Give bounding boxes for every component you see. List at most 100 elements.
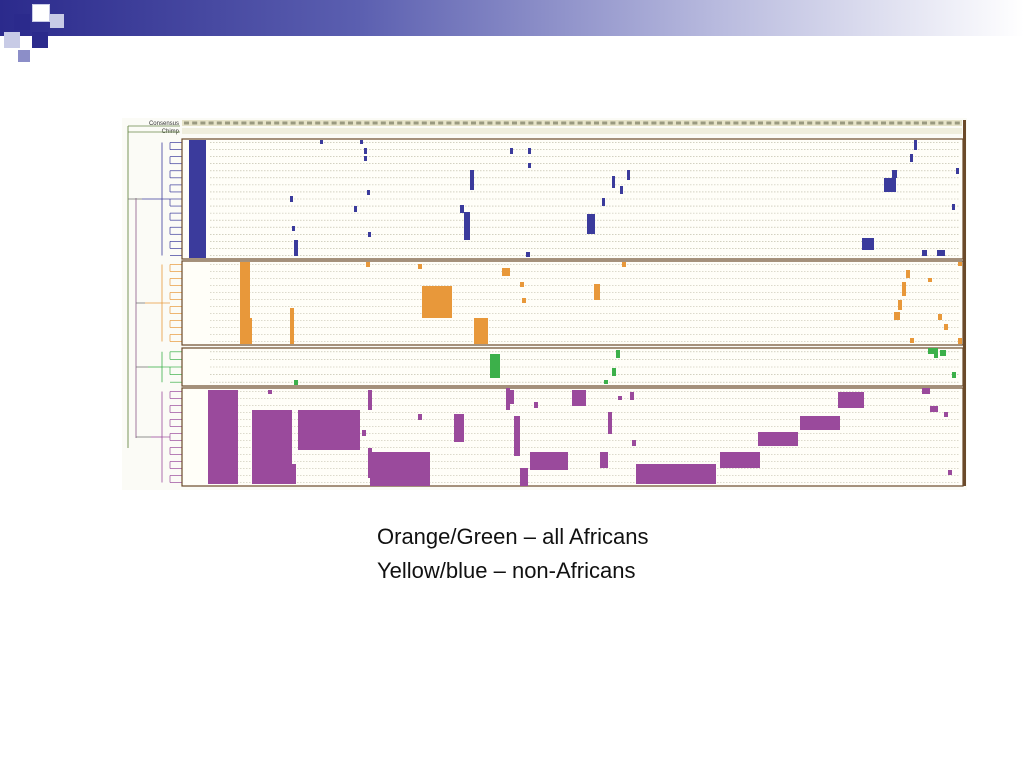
consensus-base-mark xyxy=(602,121,608,125)
variant-cell xyxy=(294,380,298,385)
consensus-base-mark xyxy=(495,121,501,125)
consensus-base-mark xyxy=(397,121,403,125)
variant-cell xyxy=(898,300,902,310)
consensus-base-mark xyxy=(635,121,640,125)
consensus-base-mark xyxy=(889,121,895,125)
consensus-base-mark xyxy=(364,121,370,125)
variant-cell xyxy=(928,278,932,282)
consensus-base-mark xyxy=(233,121,239,125)
variant-cell xyxy=(910,338,914,343)
consensus-base-mark xyxy=(430,121,435,125)
consensus-base-mark xyxy=(544,121,550,125)
variant-cell xyxy=(934,354,938,358)
variant-cell xyxy=(958,262,962,266)
variant-cells xyxy=(189,140,962,486)
consensus-base-mark xyxy=(421,121,427,125)
consensus-base-mark xyxy=(717,121,722,125)
consensus-base-mark xyxy=(503,121,509,125)
consensus-base-mark xyxy=(930,121,936,125)
variant-cell xyxy=(298,410,360,450)
consensus-base-mark xyxy=(241,121,247,125)
variant-cell xyxy=(530,452,568,470)
alignment-svg: Consensus Chimp xyxy=(127,120,966,487)
consensus-base-mark xyxy=(356,121,362,125)
variant-cell xyxy=(620,186,623,194)
consensus-base-mark xyxy=(290,121,296,125)
consensus-base-mark xyxy=(913,121,919,125)
variant-cell xyxy=(608,412,612,434)
variant-cell xyxy=(906,270,910,278)
decor-square xyxy=(18,50,30,62)
consensus-base-mark xyxy=(315,121,321,125)
consensus-base-mark xyxy=(684,121,690,125)
consensus-base-mark xyxy=(766,121,772,125)
chimp-sequence-strip xyxy=(182,128,962,134)
variant-cell xyxy=(294,240,298,256)
consensus-base-mark xyxy=(512,121,517,125)
consensus-label: Consensus xyxy=(149,121,179,127)
consensus-base-mark xyxy=(462,121,468,125)
variant-cell xyxy=(189,140,206,258)
variant-cell xyxy=(944,324,948,330)
green-panel xyxy=(181,347,964,387)
consensus-base-mark xyxy=(659,121,665,125)
consensus-base-mark xyxy=(339,121,345,125)
variant-cell xyxy=(366,262,370,267)
variant-cell xyxy=(528,163,531,168)
variant-cell xyxy=(354,206,357,212)
variant-cell xyxy=(522,298,526,303)
variant-cell xyxy=(892,170,897,178)
variant-cell xyxy=(534,402,538,408)
consensus-base-mark xyxy=(528,121,534,125)
consensus-base-mark xyxy=(626,121,632,125)
variant-cell xyxy=(360,140,363,144)
variant-cell xyxy=(910,154,913,162)
variant-cell xyxy=(894,312,900,320)
consensus-base-mark xyxy=(208,121,214,125)
variant-cell xyxy=(914,140,917,150)
consensus-base-mark xyxy=(216,121,222,125)
consensus-base-mark xyxy=(536,121,542,125)
variant-cell xyxy=(362,430,366,436)
variant-cell xyxy=(922,250,927,256)
consensus-base-mark xyxy=(266,121,271,125)
variant-cell xyxy=(838,392,864,408)
variant-cell xyxy=(464,212,470,240)
variant-cell xyxy=(618,396,622,400)
consensus-base-mark xyxy=(298,121,304,125)
consensus-base-mark xyxy=(840,121,845,125)
variant-cell xyxy=(952,372,956,378)
consensus-base-mark xyxy=(200,121,206,125)
variant-cell xyxy=(474,318,488,344)
haplotype-alignment-figure: Consensus Chimp xyxy=(122,118,967,490)
variant-cell xyxy=(506,388,510,410)
consensus-base-mark xyxy=(790,121,796,125)
consensus-base-mark xyxy=(471,121,476,125)
consensus-base-mark xyxy=(585,121,591,125)
blue-panel xyxy=(181,138,964,260)
consensus-base-mark xyxy=(954,121,960,125)
decor-square xyxy=(4,32,20,48)
consensus-base-mark xyxy=(922,121,927,125)
variant-cell xyxy=(622,262,626,267)
variant-cell xyxy=(938,314,942,320)
consensus-base-mark xyxy=(249,121,255,125)
decor-square xyxy=(14,14,30,30)
variant-cell xyxy=(502,268,510,276)
variant-cell xyxy=(930,406,938,412)
variant-cell xyxy=(252,410,292,464)
consensus-base-mark xyxy=(389,121,394,125)
variant-cell xyxy=(290,196,293,202)
variant-cell xyxy=(510,390,514,404)
variant-cell xyxy=(594,284,600,300)
variant-cell xyxy=(958,338,962,344)
variant-cell xyxy=(922,388,930,394)
consensus-base-mark xyxy=(446,121,452,125)
variant-cell xyxy=(252,464,296,484)
consensus-base-mark xyxy=(856,121,862,125)
variant-cell xyxy=(627,170,630,180)
consensus-base-mark xyxy=(274,121,280,125)
consensus-base-mark xyxy=(733,121,739,125)
consensus-base-mark xyxy=(758,121,763,125)
consensus-base-mark xyxy=(348,121,353,125)
